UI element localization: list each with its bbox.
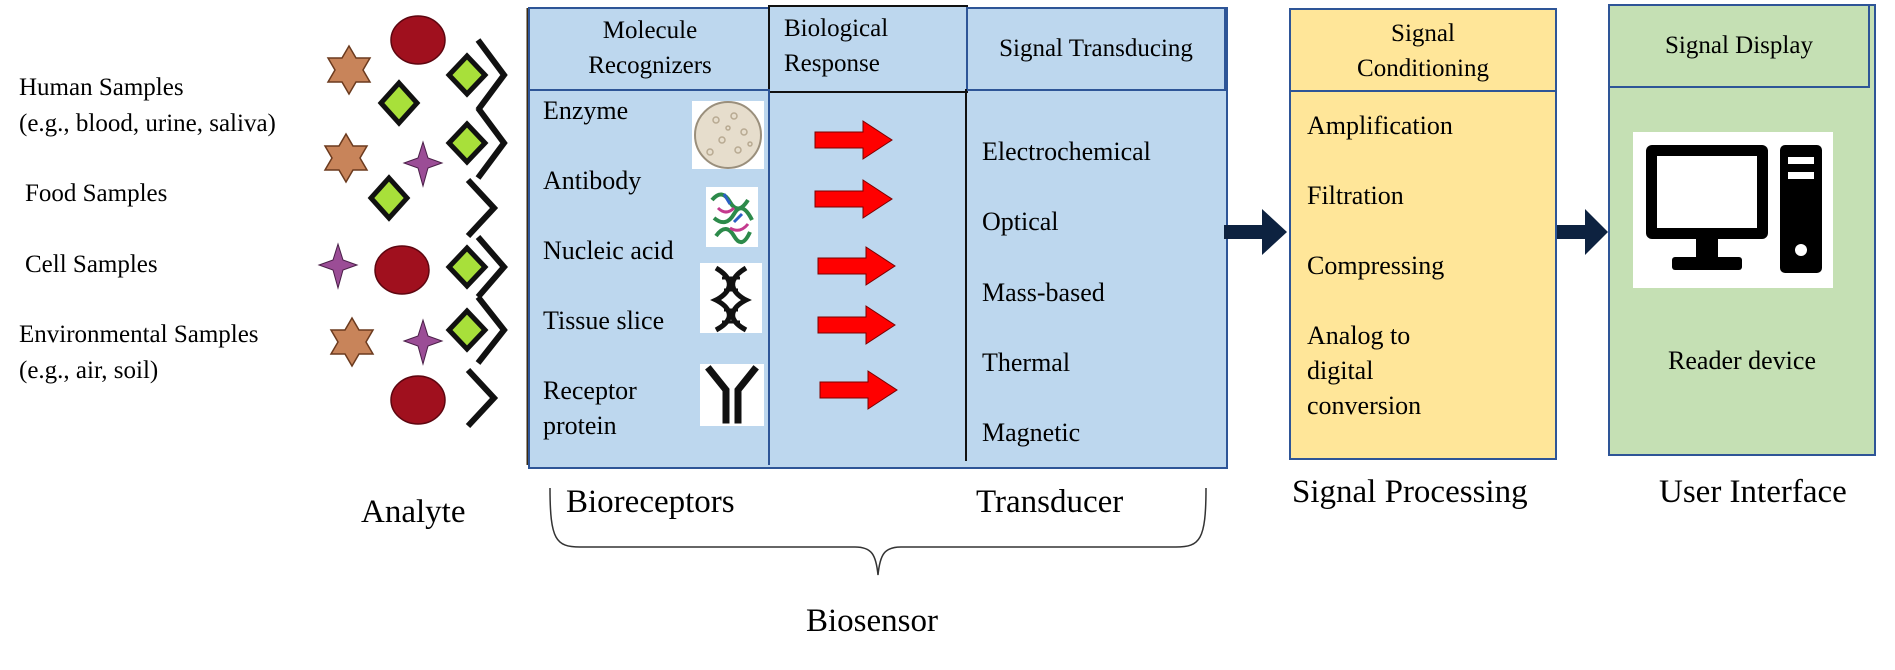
- biosensor-label: Biosensor: [806, 603, 938, 639]
- transducing-item: Magnetic: [982, 418, 1081, 447]
- conditioning-header-line2: Conditioning: [1357, 55, 1489, 82]
- connector-arrow-icon: [1224, 209, 1287, 255]
- dna-icon: [700, 263, 762, 333]
- recognizers-header-line2: Recognizers: [588, 52, 712, 79]
- conditioning-item: Analog to: [1307, 321, 1411, 350]
- y-receptor-icon: [700, 364, 764, 426]
- diamond-icon: [377, 79, 421, 127]
- transducing-header: Signal Transducing: [966, 7, 1226, 91]
- circle-icon: [374, 245, 430, 295]
- transducing-header-label: Signal Transducing: [999, 35, 1193, 62]
- analyte-label: Analyte: [361, 494, 466, 530]
- signal-processing-label: Signal Processing: [1292, 474, 1528, 510]
- enzyme-icon: [692, 101, 764, 169]
- sparkle-star-icon: [317, 242, 359, 290]
- star-icon: [329, 316, 375, 368]
- response-header-line2: Response: [784, 50, 880, 77]
- sparkle-star-icon: [402, 140, 444, 188]
- user-interface-label: User Interface: [1659, 474, 1847, 510]
- receptor-chevron-icon: [475, 38, 508, 112]
- recognizer-item: Antibody: [543, 166, 642, 195]
- recognizer-item: Receptor: [543, 376, 637, 405]
- recognizer-item: protein: [543, 411, 617, 440]
- receptor-chevron-icon: [475, 235, 508, 299]
- diamond-icon: [445, 307, 489, 353]
- antibody-protein-icon: [706, 187, 758, 247]
- food-samples-label: Food Samples: [25, 180, 168, 207]
- conditioning-item: Amplification: [1307, 111, 1453, 140]
- transducing-item: Mass-based: [982, 278, 1105, 307]
- receptor-chevron-icon: [465, 367, 499, 429]
- receptor-chevron-icon: [465, 177, 499, 239]
- red-arrow-icon: [819, 370, 898, 410]
- human-samples-example: (e.g., blood, urine, saliva): [19, 110, 276, 137]
- star-icon: [326, 44, 372, 96]
- circle-icon: [390, 375, 446, 425]
- cell-samples-label: Cell Samples: [25, 251, 158, 278]
- transducer-label: Transducer: [976, 484, 1124, 520]
- red-arrow-icon: [817, 305, 896, 345]
- red-arrow-icon: [817, 246, 896, 286]
- display-header-label: Signal Display: [1665, 32, 1813, 59]
- transducing-item: Electrochemical: [982, 137, 1151, 166]
- connector-arrow-icon: [1553, 209, 1608, 255]
- recognizers-header-line1: Molecule: [602, 17, 698, 44]
- receptor-chevron-icon: [475, 295, 508, 365]
- conditioning-item: conversion: [1307, 391, 1422, 420]
- star-icon: [323, 132, 369, 184]
- response-header-line1: Biological: [784, 15, 889, 42]
- environmental-samples-label: Environmental Samples: [19, 321, 259, 348]
- conditioning-item: Filtration: [1307, 181, 1404, 210]
- conditioning-item: Compressing: [1307, 251, 1445, 280]
- receptor-chevron-icon: [475, 106, 508, 180]
- environmental-samples-example: (e.g., air, soil): [19, 357, 159, 384]
- display-header: Signal Display: [1610, 6, 1870, 88]
- red-arrow-icon: [814, 179, 893, 219]
- reader-device-label: Reader device: [1668, 346, 1816, 375]
- recognizer-item: Tissue slice: [543, 306, 665, 335]
- diamond-icon: [445, 120, 489, 166]
- conditioning-header: Signal Conditioning: [1291, 10, 1555, 92]
- sparkle-star-icon: [402, 318, 444, 366]
- diamond-icon: [445, 244, 489, 290]
- conditioning-item: digital: [1307, 356, 1374, 385]
- diamond-icon: [367, 174, 411, 222]
- red-arrow-icon: [814, 120, 893, 160]
- signal-conditioning-panel: Signal Conditioning: [1289, 8, 1557, 460]
- recognizer-item: Nucleic acid: [543, 236, 674, 265]
- response-header: Biological Response: [768, 5, 968, 93]
- transducing-item: Optical: [982, 207, 1059, 236]
- recognizer-item: Enzyme: [543, 96, 629, 125]
- diamond-icon: [445, 52, 489, 98]
- recognizers-header: Molecule Recognizers: [528, 7, 772, 91]
- bioreceptors-label: Bioreceptors: [566, 484, 735, 520]
- circle-icon: [390, 15, 446, 65]
- conditioning-header-line1: Signal: [1391, 20, 1455, 47]
- transducing-item: Thermal: [982, 348, 1071, 377]
- human-samples-label: Human Samples: [19, 74, 184, 101]
